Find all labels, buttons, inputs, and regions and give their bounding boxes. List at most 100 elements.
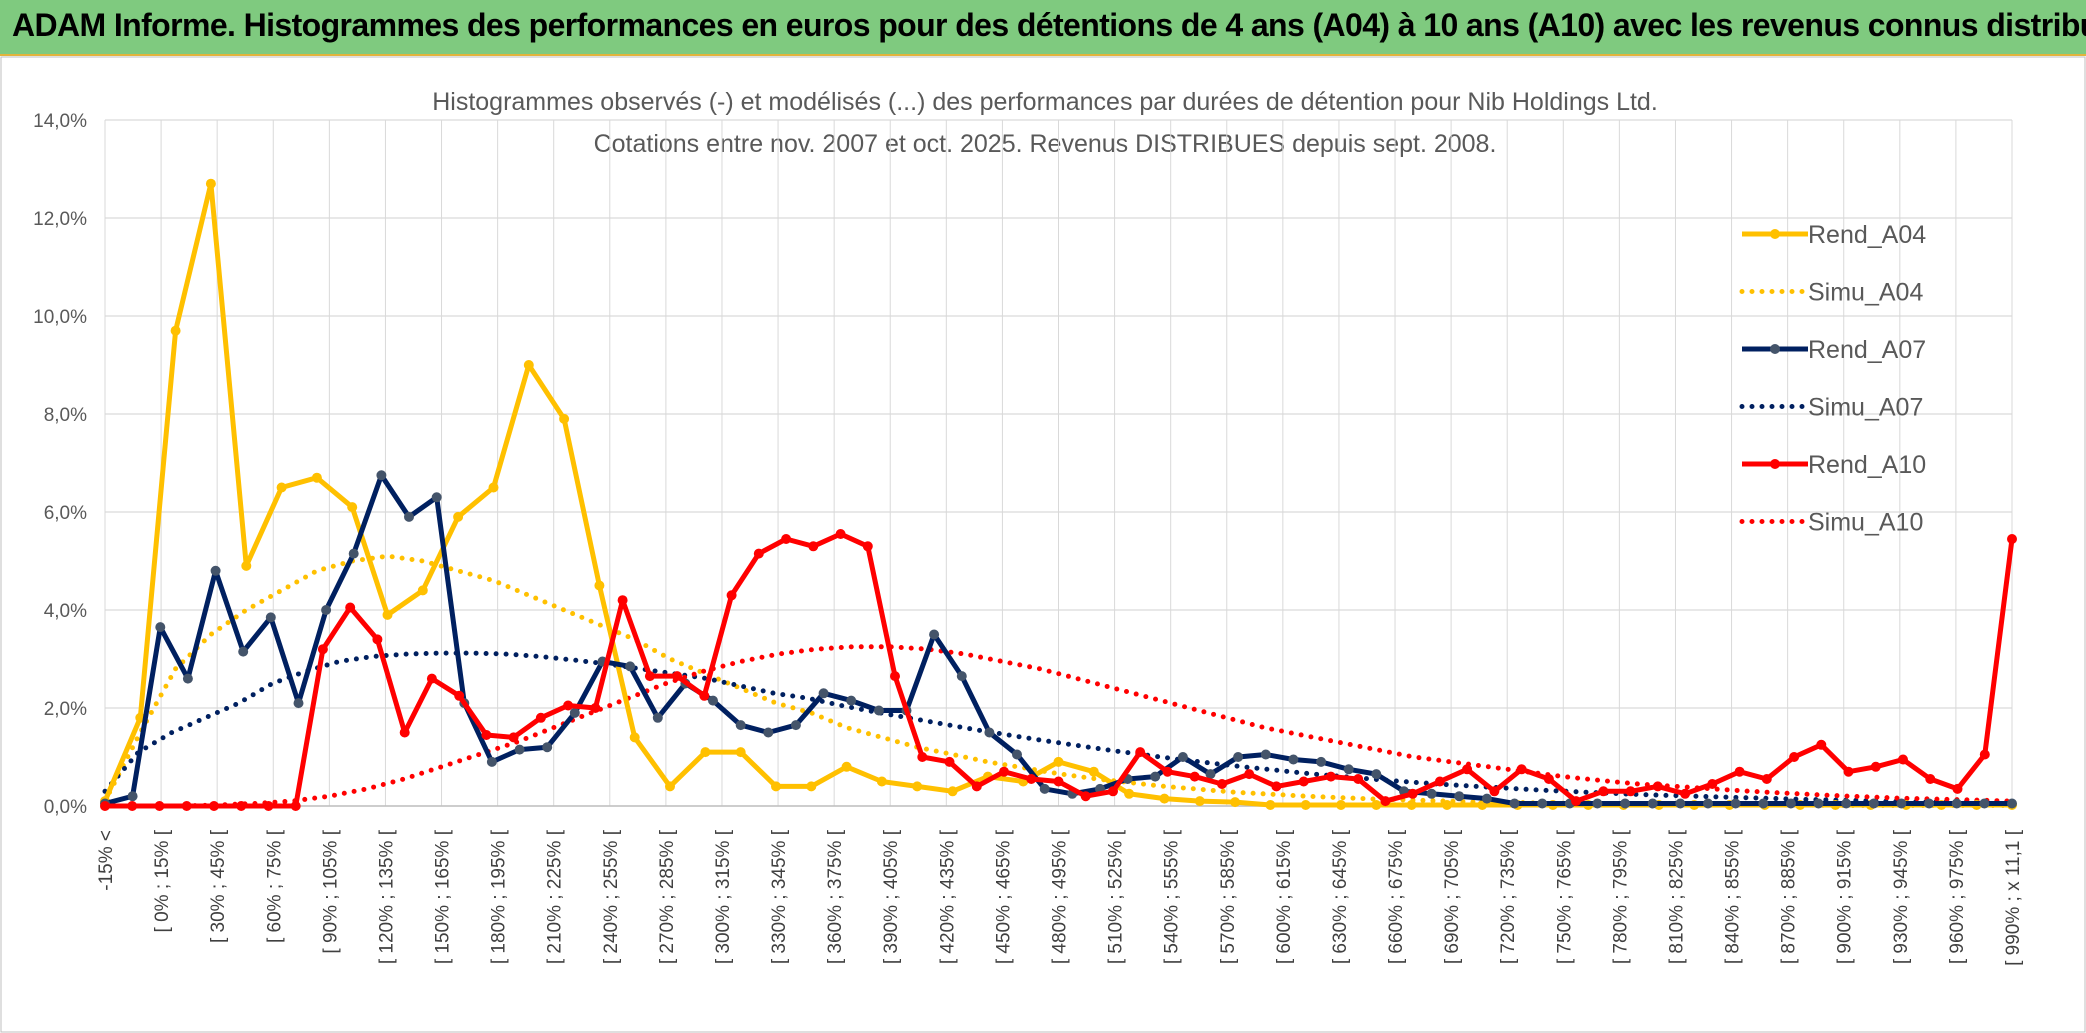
data-point <box>417 585 428 596</box>
data-point <box>321 605 332 615</box>
data-point <box>559 413 570 424</box>
x-tick-label: [ 270% ; 285% [ <box>657 829 678 964</box>
x-tick-label: [ 30% ; 45% [ <box>208 829 229 943</box>
data-point <box>453 511 464 522</box>
data-point <box>735 747 746 758</box>
y-tick-label: 0,0% <box>44 797 87 818</box>
data-point <box>1730 798 1741 809</box>
legend-item-simu-a04: Simu_A04 <box>1739 279 1923 307</box>
data-point <box>617 595 628 606</box>
data-point <box>594 580 605 591</box>
data-point <box>700 747 711 758</box>
y-tick-label: 4,0% <box>44 601 87 622</box>
data-point <box>542 742 553 753</box>
data-point <box>154 801 165 811</box>
data-point <box>1924 798 1935 809</box>
data-point <box>1406 800 1417 810</box>
data-point <box>238 646 249 657</box>
data-point <box>1675 798 1686 809</box>
data-point <box>1868 798 1879 809</box>
x-tick-label: [ 840% ; 855% [ <box>1723 829 1744 964</box>
x-tick-label: [ 630% ; 645% [ <box>1330 829 1351 964</box>
data-point <box>947 786 958 797</box>
data-point <box>1353 774 1364 784</box>
data-point <box>1841 798 1852 809</box>
x-tick-label: [ 990% ; x 11,1 [ <box>2003 829 2024 966</box>
data-point <box>486 756 497 767</box>
x-tick-label: [ 120% ; 135% [ <box>376 829 397 964</box>
x-tick-label: [ 900% ; 915% [ <box>1835 829 1856 964</box>
data-point <box>1012 749 1022 760</box>
x-tick-label: [ 540% ; 555% [ <box>1162 829 1183 964</box>
data-point <box>1625 786 1636 797</box>
data-point <box>404 511 414 522</box>
data-point <box>210 565 221 576</box>
line-chart: Histogrammes observés (-) et modélisés (… <box>0 56 2086 1033</box>
legend-item-rend-a07: Rend_A07 <box>1742 336 1926 364</box>
data-point <box>1260 749 1271 760</box>
data-point <box>1761 774 1772 784</box>
data-point <box>1734 766 1745 777</box>
legend-marker <box>1770 459 1780 469</box>
data-point <box>127 791 138 802</box>
data-point <box>1516 764 1527 775</box>
series-rend-a10 <box>100 529 2017 811</box>
data-point <box>265 612 276 623</box>
data-point <box>763 727 774 738</box>
x-tick-label: [ 390% ; 405% [ <box>881 829 902 964</box>
legend-label: Rend_A04 <box>1808 221 1926 249</box>
data-point <box>317 644 328 655</box>
x-tick-label: [ 780% ; 795% [ <box>1610 829 1631 964</box>
x-tick-label: [ 330% ; 345% [ <box>769 829 790 964</box>
data-point <box>1703 798 1713 809</box>
data-point <box>181 801 192 811</box>
data-point <box>100 801 110 811</box>
data-point <box>625 661 636 672</box>
data-point <box>1843 766 1854 777</box>
data-point <box>1233 752 1244 762</box>
x-tick-label: [ 180% ; 195% [ <box>489 829 510 964</box>
data-point <box>753 548 764 559</box>
data-point <box>1758 798 1769 809</box>
data-point <box>170 325 181 336</box>
x-tick-label: [ 480% ; 495% [ <box>1050 829 1071 964</box>
data-point <box>841 761 852 772</box>
chart-subtitle: Cotations entre nov. 2007 et oct. 2025. … <box>594 130 1497 158</box>
data-point <box>1244 769 1255 780</box>
data-point <box>1489 786 1500 797</box>
y-tick-label: 8,0% <box>44 405 87 426</box>
x-tick-label: [ 930% ; 945% [ <box>1891 829 1912 964</box>
y-tick-label: 10,0% <box>33 307 87 328</box>
data-point <box>1205 769 1216 780</box>
chart-frame <box>0 56 2086 1033</box>
data-point <box>1217 779 1227 789</box>
data-point <box>1785 798 1796 809</box>
data-point <box>1481 793 1492 804</box>
data-point <box>293 698 304 709</box>
title-banner: ADAM Informe. Histogrammes des performan… <box>0 0 2086 56</box>
x-tick-label: [ 240% ; 255% [ <box>601 829 622 964</box>
legend-label: Rend_A10 <box>1808 451 1926 479</box>
data-point <box>912 781 923 792</box>
data-point <box>929 629 940 640</box>
data-point <box>890 671 900 682</box>
data-point <box>1088 766 1099 777</box>
data-point <box>1162 766 1173 777</box>
data-point <box>399 727 410 738</box>
data-point <box>1592 798 1603 809</box>
y-tick-label: 6,0% <box>44 503 87 524</box>
data-point <box>699 690 710 701</box>
data-point <box>1288 754 1299 765</box>
x-tick-label: -15% < <box>96 830 117 891</box>
x-tick-label: [ 60% ; 75% [ <box>264 829 285 943</box>
y-tick-label: 12,0% <box>33 209 87 230</box>
series-simu-a07 <box>102 650 2015 806</box>
data-point <box>590 703 601 713</box>
data-point <box>209 801 219 811</box>
data-point <box>523 360 534 370</box>
y-tick-label: 14,0% <box>33 111 87 132</box>
x-tick-label: [ 960% ; 975% [ <box>1947 829 1968 964</box>
data-point <box>1434 776 1445 787</box>
data-point <box>508 732 519 743</box>
x-tick-label: [ 870% ; 885% [ <box>1779 829 1800 964</box>
